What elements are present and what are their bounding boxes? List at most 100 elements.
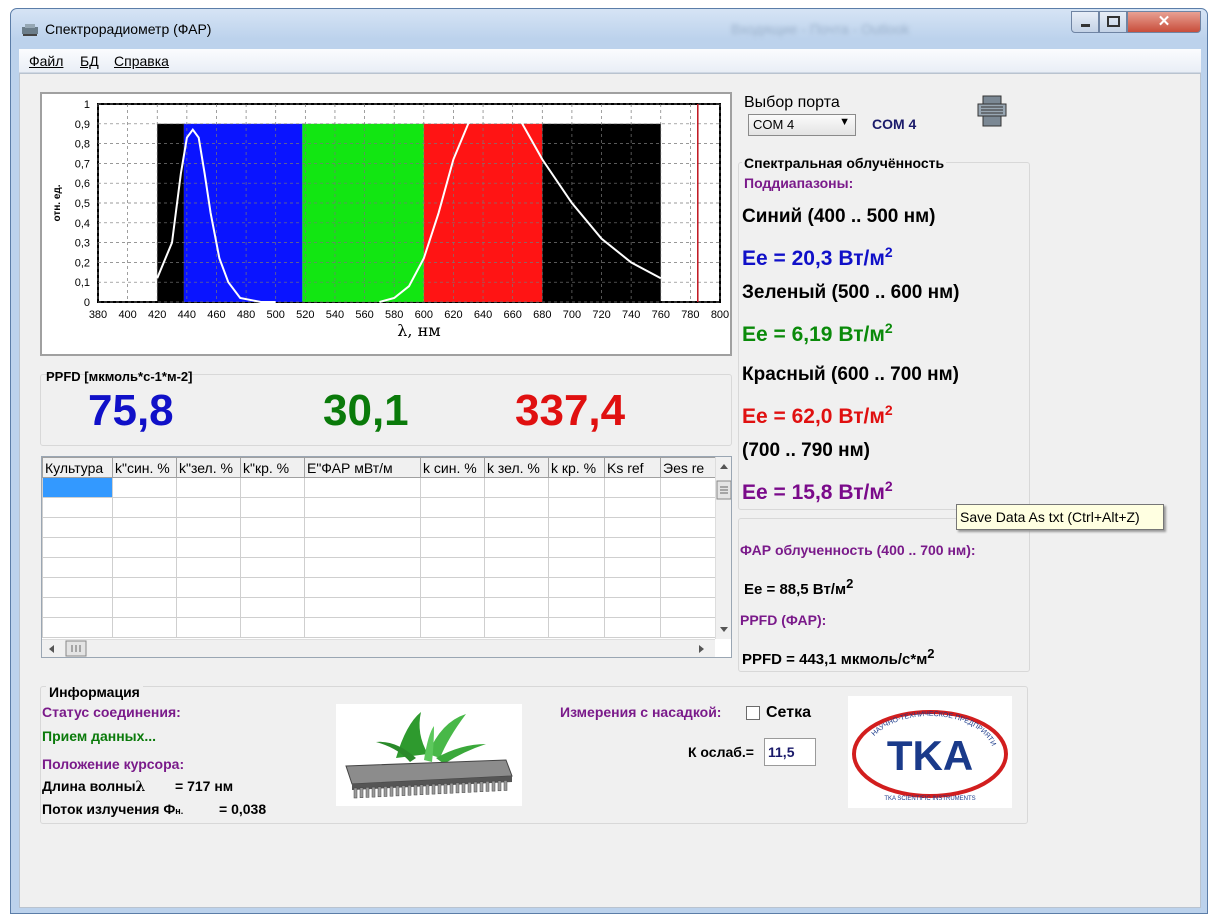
- table-cell[interactable]: [548, 537, 605, 558]
- table-cell[interactable]: [176, 517, 241, 538]
- table-cell[interactable]: [484, 477, 549, 498]
- table-cell[interactable]: [484, 557, 549, 578]
- table-cell[interactable]: [548, 517, 605, 538]
- horizontal-scrollbar[interactable]: [42, 639, 715, 657]
- table-cell[interactable]: [660, 557, 717, 578]
- table-cell[interactable]: [112, 477, 177, 498]
- grid-column-header[interactable]: Ks ref: [604, 457, 661, 478]
- table-cell[interactable]: [420, 497, 485, 518]
- table-cell[interactable]: [420, 577, 485, 598]
- table-cell[interactable]: [240, 597, 305, 618]
- table-cell[interactable]: [304, 597, 421, 618]
- table-cell[interactable]: [176, 477, 241, 498]
- data-grid[interactable]: Культура k"син. % k"зел. % k"кр. % E"ФАР мВт…: [41, 456, 732, 658]
- grid-checkbox[interactable]: [746, 706, 760, 720]
- table-cell[interactable]: [660, 497, 717, 518]
- table-cell[interactable]: [304, 537, 421, 558]
- table-cell[interactable]: [240, 477, 305, 498]
- table-cell[interactable]: [604, 477, 661, 498]
- menu-db[interactable]: БД: [80, 53, 99, 69]
- table-cell[interactable]: [604, 597, 661, 618]
- table-cell[interactable]: [548, 477, 605, 498]
- table-cell[interactable]: [484, 497, 549, 518]
- table-cell[interactable]: [42, 577, 113, 598]
- grid-column-header[interactable]: Эes re: [660, 457, 717, 478]
- table-cell[interactable]: [240, 537, 305, 558]
- table-cell[interactable]: [42, 517, 113, 538]
- menu-file[interactable]: Файл: [29, 53, 64, 69]
- table-cell[interactable]: [484, 577, 549, 598]
- table-cell[interactable]: [112, 557, 177, 578]
- table-cell[interactable]: [484, 597, 549, 618]
- table-cell[interactable]: [304, 477, 421, 498]
- table-cell[interactable]: [176, 617, 241, 638]
- table-row[interactable]: [42, 557, 717, 578]
- table-row[interactable]: [42, 477, 717, 498]
- table-cell[interactable]: [42, 477, 113, 498]
- table-cell[interactable]: [240, 577, 305, 598]
- table-cell[interactable]: [660, 477, 717, 498]
- table-cell[interactable]: [176, 497, 241, 518]
- table-cell[interactable]: [660, 517, 717, 538]
- table-row[interactable]: [42, 517, 717, 538]
- port-select[interactable]: COM 4 ▼: [748, 114, 856, 136]
- table-cell[interactable]: [42, 617, 113, 638]
- minimize-button[interactable]: [1071, 11, 1099, 33]
- table-cell[interactable]: [604, 577, 661, 598]
- table-cell[interactable]: [112, 577, 177, 598]
- table-cell[interactable]: [420, 477, 485, 498]
- table-cell[interactable]: [304, 617, 421, 638]
- table-cell[interactable]: [660, 617, 717, 638]
- table-cell[interactable]: [420, 617, 485, 638]
- table-cell[interactable]: [42, 497, 113, 518]
- vertical-scrollbar[interactable]: [715, 457, 731, 639]
- menu-help[interactable]: Справка: [114, 53, 169, 69]
- table-cell[interactable]: [112, 597, 177, 618]
- table-row[interactable]: [42, 597, 717, 618]
- table-cell[interactable]: [548, 557, 605, 578]
- table-cell[interactable]: [42, 537, 113, 558]
- table-cell[interactable]: [42, 557, 113, 578]
- grid-column-header[interactable]: k син. %: [420, 457, 485, 478]
- table-cell[interactable]: [304, 557, 421, 578]
- grid-column-header[interactable]: k"син. %: [112, 457, 177, 478]
- maximize-button[interactable]: [1099, 11, 1127, 33]
- table-cell[interactable]: [176, 537, 241, 558]
- table-cell[interactable]: [548, 497, 605, 518]
- table-cell[interactable]: [240, 497, 305, 518]
- grid-column-header[interactable]: Культура: [42, 457, 113, 478]
- table-cell[interactable]: [484, 537, 549, 558]
- table-cell[interactable]: [304, 517, 421, 538]
- table-cell[interactable]: [304, 577, 421, 598]
- table-cell[interactable]: [548, 617, 605, 638]
- grid-column-header[interactable]: k"зел. %: [176, 457, 241, 478]
- table-cell[interactable]: [42, 597, 113, 618]
- attenuation-input[interactable]: 11,5: [764, 738, 816, 766]
- close-button[interactable]: ✕: [1127, 11, 1201, 33]
- grid-column-header[interactable]: k"кр. %: [240, 457, 305, 478]
- table-cell[interactable]: [548, 577, 605, 598]
- table-row[interactable]: [42, 537, 717, 558]
- table-cell[interactable]: [660, 577, 717, 598]
- table-cell[interactable]: [548, 597, 605, 618]
- table-cell[interactable]: [176, 557, 241, 578]
- grid-column-header[interactable]: k кр. %: [548, 457, 605, 478]
- table-cell[interactable]: [420, 517, 485, 538]
- table-cell[interactable]: [240, 557, 305, 578]
- table-cell[interactable]: [604, 537, 661, 558]
- spectrum-chart[interactable]: 380 400 420 440 460 480 500 520 540 560 580 600 620 6…: [40, 92, 732, 356]
- table-cell[interactable]: [240, 517, 305, 538]
- table-cell[interactable]: [420, 537, 485, 558]
- save-device-icon[interactable]: [975, 94, 1009, 130]
- table-cell[interactable]: [604, 497, 661, 518]
- table-cell[interactable]: [420, 557, 485, 578]
- table-cell[interactable]: [112, 497, 177, 518]
- table-row[interactable]: [42, 577, 717, 598]
- table-row[interactable]: [42, 497, 717, 518]
- table-cell[interactable]: [660, 597, 717, 618]
- table-cell[interactable]: [604, 557, 661, 578]
- table-cell[interactable]: [112, 617, 177, 638]
- table-cell[interactable]: [112, 537, 177, 558]
- table-cell[interactable]: [604, 517, 661, 538]
- table-row[interactable]: [42, 617, 717, 638]
